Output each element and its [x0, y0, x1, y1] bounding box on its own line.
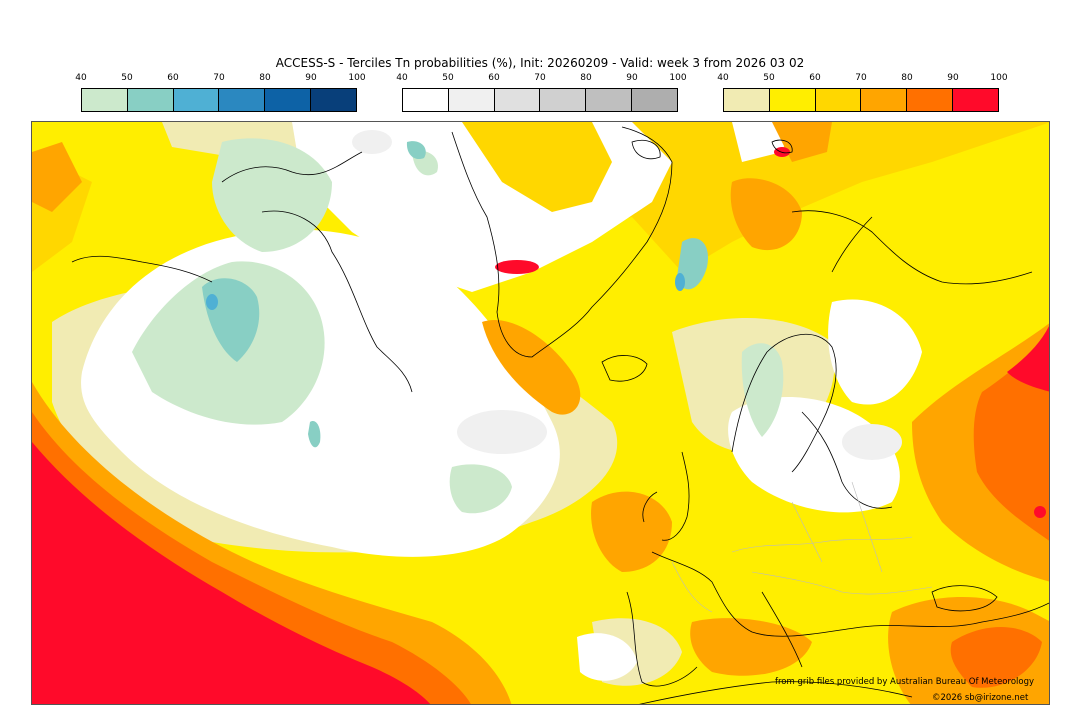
- borders: [671, 481, 933, 613]
- coastline-canada-arctic: [221, 151, 413, 393]
- colorbar-cell: [173, 89, 220, 111]
- field-below-40-arctic: [212, 138, 332, 252]
- coastline-iceland: [601, 355, 648, 382]
- coastlines: [71, 126, 1049, 704]
- field-above-70-greenland-e: [482, 320, 581, 415]
- tick-label: 50: [121, 73, 133, 83]
- border-line: [671, 561, 713, 613]
- tick-label: 50: [763, 73, 775, 83]
- colorbar-below-ticks: 40 50 60 70 80 90 100: [75, 73, 365, 85]
- colorbar-cell: [769, 89, 816, 111]
- field-near-normal-gray: [457, 410, 547, 454]
- field-near-normal-russia: [828, 299, 922, 405]
- field-above-70-barents: [730, 178, 802, 251]
- tick-label: 70: [534, 73, 546, 83]
- field-near-normal-gray: [352, 130, 392, 154]
- colorbar-cell: [540, 89, 587, 111]
- tick-label: 100: [348, 73, 366, 83]
- coastline-novaya-zemlya: [831, 216, 873, 273]
- tick-label: 100: [990, 73, 1008, 83]
- colorbar-cell: [82, 89, 128, 111]
- field-below-50-scand: [677, 238, 708, 290]
- tick-label: 80: [259, 73, 271, 83]
- field-near-normal-spain: [577, 633, 637, 681]
- coastline-franz-josef: [771, 139, 793, 154]
- colorbar-cell: [494, 89, 541, 111]
- tick-label: 90: [626, 73, 638, 83]
- coastline-black-sea: [931, 585, 998, 612]
- field-below-50-arctic: [406, 141, 426, 160]
- colorbar-near-ticks: 40 50 60 70 80 90 100: [396, 73, 686, 85]
- colorbar-below-normal: [81, 88, 357, 112]
- field-above-90-caspian: [1034, 506, 1046, 518]
- field-below-60-spot: [206, 294, 218, 310]
- coastline-europe: [651, 551, 1049, 637]
- tick-label: 80: [901, 73, 913, 83]
- tick-label: 70: [213, 73, 225, 83]
- field-above-90-east: [1007, 326, 1049, 392]
- coastline-iberia: [626, 591, 698, 687]
- tick-label: 100: [669, 73, 687, 83]
- tick-label: 60: [167, 73, 179, 83]
- field-below-50-baffin: [308, 421, 321, 448]
- field-above-70-nwedge: [32, 142, 82, 212]
- tick-label: 40: [396, 73, 408, 83]
- coastline-north-africa: [639, 681, 913, 704]
- colorbar-cell: [127, 89, 174, 111]
- chart-title: ACCESS-S - Terciles Tn probabilities (%)…: [275, 56, 805, 70]
- colorbar-above-ticks: 40 50 60 70 80 90 100: [717, 73, 1007, 85]
- coastline-uk: [642, 451, 690, 541]
- tick-label: 50: [442, 73, 454, 83]
- border-line: [731, 536, 913, 553]
- field-below-40-scandinavia: [741, 343, 784, 437]
- colorbar-cell: [403, 89, 449, 111]
- field-near-normal-europe: [728, 397, 900, 513]
- coastline-italy: [761, 591, 803, 668]
- tick-label: 40: [75, 73, 87, 83]
- tick-label: 90: [305, 73, 317, 83]
- colorbar-cell: [861, 89, 908, 111]
- colorbar-cell: [448, 89, 495, 111]
- field-above-80-turkey: [950, 627, 1042, 688]
- colorbar-cell: [953, 89, 998, 111]
- border-line: [751, 571, 933, 595]
- tick-label: 90: [947, 73, 959, 83]
- coastline-greenland: [451, 126, 673, 358]
- coastline-svalbard: [631, 140, 661, 160]
- colorbar-cell: [907, 89, 954, 111]
- field-above-90-sw: [32, 442, 431, 704]
- map-svg: [32, 122, 1049, 704]
- field-above-70-med: [690, 618, 812, 676]
- colorbar-cell: [219, 89, 266, 111]
- colorbar-cell: [265, 89, 312, 111]
- colorbar-near-normal: [402, 88, 678, 112]
- field-above-70-uk: [591, 491, 672, 572]
- tick-label: 60: [809, 73, 821, 83]
- colorbar-cell: [586, 89, 633, 111]
- coastline-scandinavia: [731, 333, 837, 473]
- coastline-alaska: [71, 255, 213, 283]
- field-near-normal-north: [292, 122, 672, 292]
- field-below-60-spot: [675, 273, 685, 291]
- coastline-baltic: [801, 411, 893, 509]
- coastline-russia-north: [791, 210, 1033, 285]
- field-below-40-atlantic: [449, 464, 512, 514]
- field-above-80-east: [973, 338, 1049, 541]
- field-near-normal-gray: [842, 424, 902, 460]
- tick-label: 80: [580, 73, 592, 83]
- source-credit: from grib files provided by Australian B…: [775, 677, 1035, 687]
- probability-map: [31, 121, 1050, 705]
- border-line: [791, 481, 883, 573]
- colorbar-above-normal: [723, 88, 999, 112]
- tick-label: 60: [488, 73, 500, 83]
- tick-label: 70: [855, 73, 867, 83]
- copyright-credit: ©2026 sb@irizone.net: [932, 693, 1029, 703]
- tick-label: 40: [717, 73, 729, 83]
- colorbar-cell: [632, 89, 677, 111]
- field-above-90-greenland: [495, 260, 539, 274]
- colorbar-cell: [724, 89, 770, 111]
- colorbar-cell: [815, 89, 862, 111]
- colorbar-cell: [311, 89, 356, 111]
